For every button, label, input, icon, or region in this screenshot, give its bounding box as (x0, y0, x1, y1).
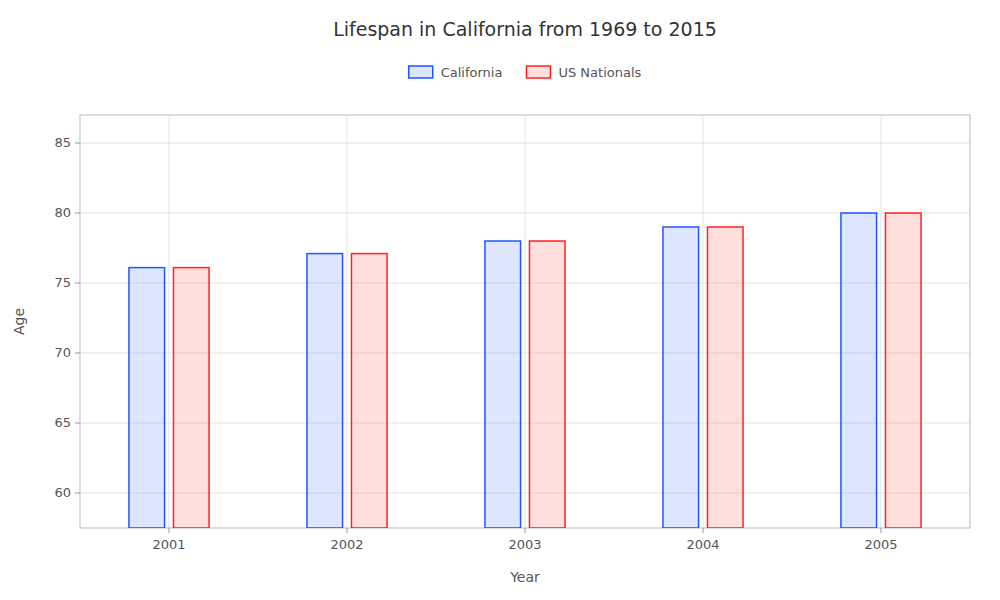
plot-frame (80, 115, 970, 528)
legend: California US Nationals (409, 65, 642, 80)
chart-container: 60 65 70 75 80 85 2001 2002 2003 2004 2005 Year Age L… (0, 0, 1000, 600)
bar (129, 268, 165, 528)
x-tick (881, 528, 882, 533)
y-tick-label: 65 (54, 415, 71, 430)
legend-item: US Nationals (526, 65, 641, 80)
y-tick (75, 493, 80, 494)
x-grid-line (525, 115, 526, 528)
bar (663, 227, 699, 528)
x-grid-line (881, 115, 882, 528)
chart-title: Lifespan in California from 1969 to 2015 (333, 18, 717, 40)
legend-label: California (441, 65, 503, 80)
y-tick-label: 80 (54, 205, 71, 220)
bar (351, 254, 387, 528)
legend-item: California (409, 65, 503, 80)
x-tick (525, 528, 526, 533)
bars (129, 213, 921, 528)
x-tick (347, 528, 348, 533)
x-tick-label: 2005 (864, 537, 897, 552)
y-tick-label: 60 (54, 485, 71, 500)
y-tick (75, 423, 80, 424)
y-axis-label: Age (11, 308, 27, 335)
y-tick (75, 213, 80, 214)
bar (173, 268, 209, 528)
bar (485, 241, 521, 528)
bar (841, 213, 877, 528)
x-axis: 2001 2002 2003 2004 2005 (152, 528, 897, 552)
y-tick (75, 143, 80, 144)
bar (529, 241, 565, 528)
y-tick-label: 75 (54, 275, 71, 290)
legend-label: US Nationals (558, 65, 641, 80)
y-tick-label: 85 (54, 135, 71, 150)
y-tick (75, 283, 80, 284)
y-tick (75, 353, 80, 354)
x-tick-label: 2002 (330, 537, 363, 552)
legend-swatch (526, 66, 550, 78)
grid (80, 115, 970, 528)
x-tick-label: 2003 (508, 537, 541, 552)
x-tick-label: 2001 (152, 537, 185, 552)
chart-svg: 60 65 70 75 80 85 2001 2002 2003 2004 2005 Year Age L… (0, 0, 1000, 600)
y-tick-label: 70 (54, 345, 71, 360)
x-grid-line (169, 115, 170, 528)
bar (707, 227, 743, 528)
x-tick (703, 528, 704, 533)
bar (307, 254, 343, 528)
x-grid-line (347, 115, 348, 528)
x-axis-label: Year (509, 569, 540, 585)
x-tick (169, 528, 170, 533)
x-tick-label: 2004 (686, 537, 719, 552)
legend-swatch (409, 66, 433, 78)
y-axis: 60 65 70 75 80 85 (54, 135, 80, 500)
bar (885, 213, 921, 528)
x-grid-line (703, 115, 704, 528)
